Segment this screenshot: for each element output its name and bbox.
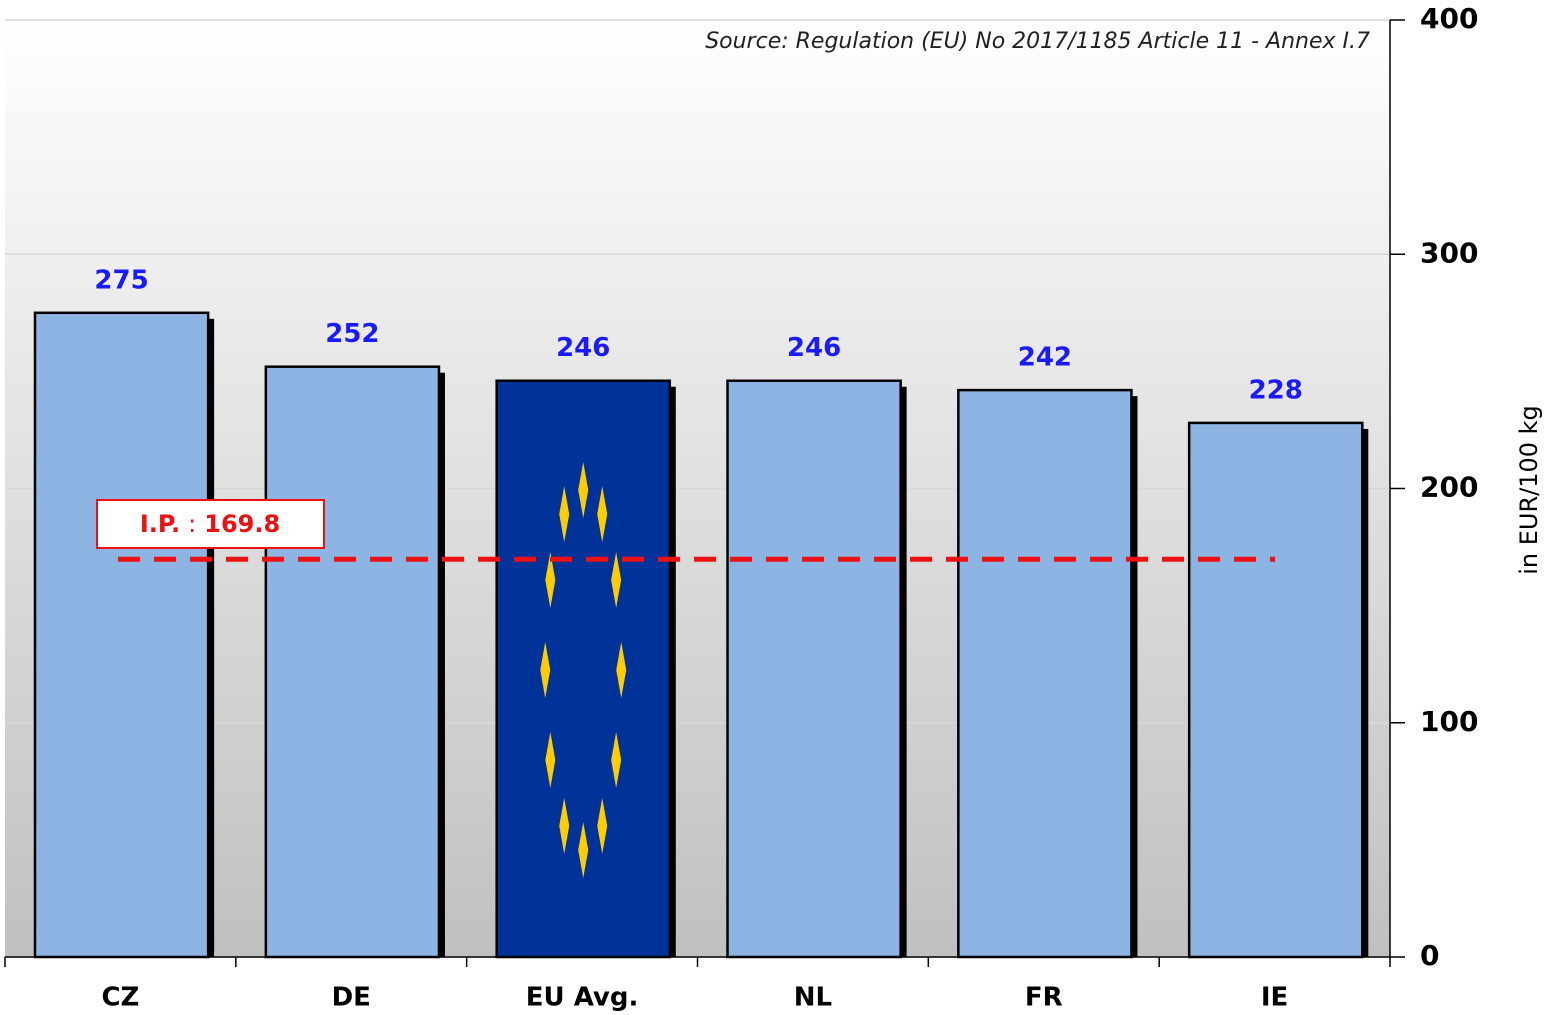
reference-label-box	[96, 499, 325, 549]
y-axis-label: in EUR/100 kg	[1515, 405, 1543, 575]
bar	[264, 365, 441, 959]
x-tick-label: IE	[1261, 983, 1288, 1013]
y-tick-label: 400	[1420, 2, 1478, 35]
x-tick-label: CZ	[101, 983, 139, 1013]
source-note: Source: Regulation (EU) No 2017/1185 Art…	[705, 29, 1370, 54]
reference-label-part: I.P.	[140, 510, 180, 538]
flag-star	[616, 642, 627, 698]
flag-star	[597, 486, 608, 543]
value-label: 275	[94, 265, 148, 295]
flag-star	[597, 797, 608, 854]
reference-label-part: :	[188, 510, 196, 538]
y-tick-label: 200	[1420, 471, 1478, 504]
flag-star	[545, 732, 556, 788]
flag-star	[545, 552, 556, 608]
y-tick-label: 300	[1420, 236, 1478, 269]
flag-star	[578, 462, 589, 518]
bar	[33, 311, 210, 959]
flag-star	[611, 732, 622, 788]
flag-star	[540, 642, 551, 698]
flag-star	[559, 797, 570, 854]
value-label: 228	[1249, 375, 1303, 405]
value-label: 246	[787, 333, 841, 363]
x-tick-label: DE	[332, 983, 371, 1013]
x-tick-label: EU Avg.	[526, 983, 639, 1013]
x-tick-label: NL	[794, 983, 832, 1013]
value-label: 252	[325, 319, 379, 349]
reference-label: I.P.:169.8	[140, 510, 280, 538]
reference-label-part: 169.8	[204, 510, 280, 538]
flag-star	[578, 822, 589, 878]
y-tick-label: 100	[1420, 705, 1478, 738]
bar	[1187, 421, 1364, 959]
flag-star	[559, 486, 570, 543]
flag-star	[611, 552, 622, 608]
bar	[726, 379, 902, 959]
value-label: 246	[556, 333, 610, 363]
x-tick-label: FR	[1025, 983, 1063, 1013]
plot: 0 100 200 300 400 275 CZ 252 DE 246 EU Avg. 246 NL 24…	[4, 2, 1478, 1013]
y-tick-label: 0	[1420, 939, 1439, 972]
bar	[957, 388, 1133, 959]
value-label: 242	[1018, 343, 1072, 373]
